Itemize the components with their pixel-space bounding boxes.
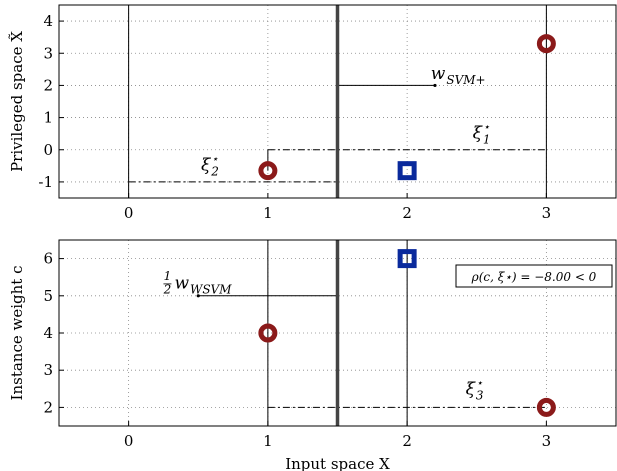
y-axis-label: Instance weight c [8, 266, 26, 401]
data-point-circle [258, 323, 278, 343]
w-wsvm-arrow-tip [196, 294, 200, 298]
frac-numerator: 1 [164, 269, 172, 283]
y-tick-label: 2 [43, 398, 53, 416]
data-point-square [397, 249, 417, 269]
y-tick-label: 3 [43, 44, 53, 62]
y-tick-label: 0 [43, 141, 53, 159]
y-tick-label: 2 [43, 76, 53, 94]
x-tick-label: 2 [402, 432, 412, 450]
data-point-circle [536, 34, 556, 54]
x-axis-label: Input space X [285, 455, 390, 471]
x-tick-label: 1 [263, 204, 273, 222]
y-axis-label: Privileged space X̃ [8, 31, 26, 172]
xi3-label: ξ⋆ 3 [466, 376, 484, 402]
y-tick-label: 1 [43, 109, 53, 127]
x-tick-label: 3 [542, 432, 552, 450]
top-panel: 0 1 2 3 -1 0 1 2 3 4 Privileged space X̃ wSVM+ ξ⋆ 1 ξ⋆… [8, 4, 617, 222]
x-tick-label: 3 [542, 204, 552, 222]
axes-frame [58, 4, 617, 199]
xi2-label: ξ⋆ 2 [201, 153, 219, 179]
data-point-square [397, 161, 417, 181]
y-tick-label: 4 [43, 324, 53, 342]
y-tick-label: 4 [43, 12, 53, 30]
data-point-circle [258, 161, 278, 181]
rho-box-text: ρ(c, ξ⋆) = −8.00 < 0 [471, 270, 597, 284]
data-point-circle [536, 397, 556, 417]
rho-box [455, 264, 613, 288]
x-tick-label: 2 [402, 204, 412, 222]
frac-denominator: 2 [163, 283, 172, 297]
x-tick-label: 0 [124, 204, 134, 222]
w-wsvm-label: wWSVM [174, 273, 232, 296]
y-tick-label: 5 [43, 287, 53, 305]
xi1-label: ξ⋆ 1 [473, 120, 491, 146]
y-tick-label: 6 [43, 250, 53, 268]
x-tick-label: 0 [124, 432, 134, 450]
x-tick-label: 1 [263, 432, 273, 450]
y-tick-label: 3 [43, 361, 53, 379]
w-svm-plus-arrow-tip [433, 83, 437, 88]
w-svm-plus-label: wSVM+ [431, 64, 486, 87]
y-tick-label: -1 [38, 173, 53, 191]
